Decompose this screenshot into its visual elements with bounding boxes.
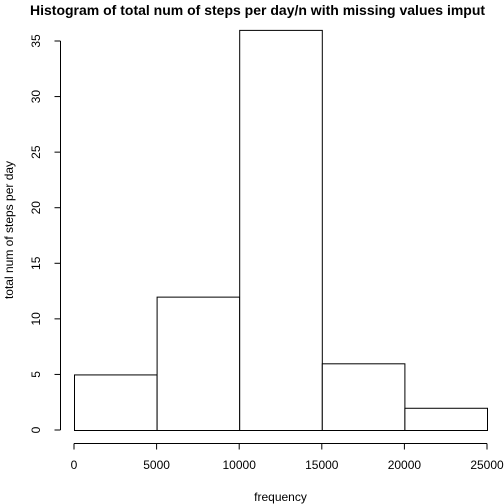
histogram-bar <box>74 374 158 431</box>
x-tick-label: 0 <box>71 458 78 472</box>
y-tick-label: 20 <box>29 201 43 215</box>
x-tick-label: 25000 <box>470 458 504 472</box>
y-axis: 0 5 10 15 20 25 30 35 <box>29 34 61 433</box>
histogram-bar <box>404 407 488 431</box>
x-tick-label: 5000 <box>143 458 170 472</box>
x-axis-label: frequency <box>254 490 307 504</box>
y-axis-label: total num of steps per day <box>2 161 16 299</box>
histogram-bar <box>239 29 323 432</box>
y-tick-label: 35 <box>29 34 43 48</box>
y-tick-label: 0 <box>29 426 43 433</box>
bars-group <box>74 29 488 432</box>
x-tick-label: 10000 <box>223 458 257 472</box>
x-axis: 0 5000 10000 15000 20000 25000 <box>71 443 504 472</box>
y-tick-label: 30 <box>29 90 43 104</box>
histogram-bar <box>321 363 406 432</box>
y-tick-label: 10 <box>29 312 43 326</box>
y-tick-label: 5 <box>29 371 43 378</box>
y-tick-label: 15 <box>29 256 43 270</box>
histogram-bar <box>156 296 241 431</box>
x-tick-label: 20000 <box>388 458 422 472</box>
x-tick-label: 15000 <box>305 458 339 472</box>
y-tick-label: 25 <box>29 145 43 159</box>
chart-title: Histogram of total num of steps per day/… <box>30 2 485 18</box>
